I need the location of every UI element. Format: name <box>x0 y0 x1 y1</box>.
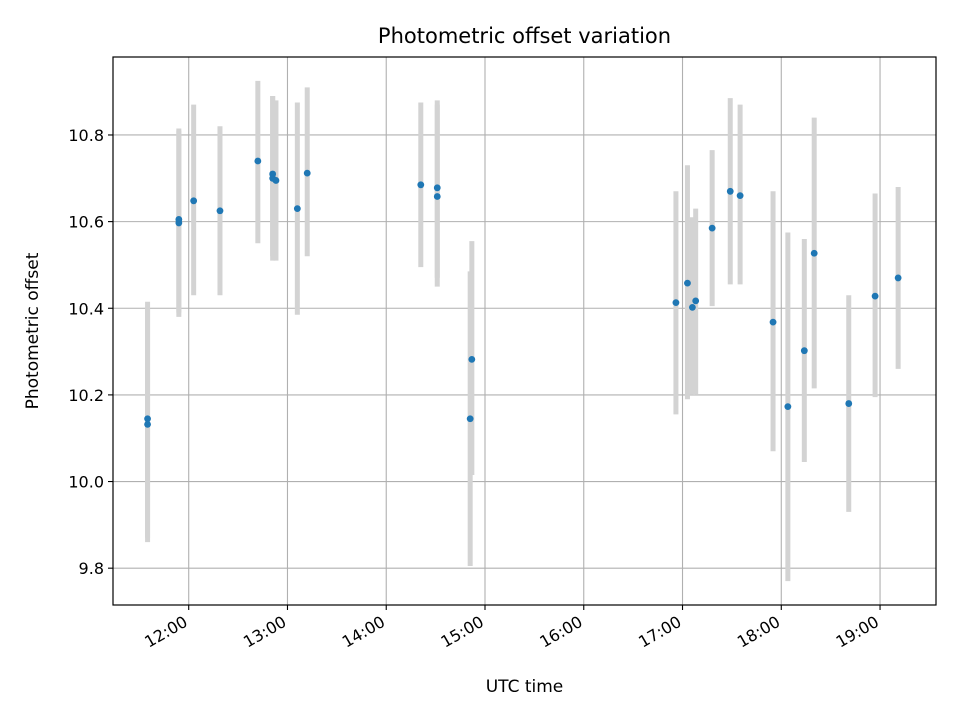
data-point <box>871 292 879 300</box>
data-point <box>684 279 691 287</box>
data-point <box>293 205 301 213</box>
data-point <box>303 169 311 177</box>
y-tick-label: 10.4 <box>68 299 104 318</box>
data-point <box>144 415 151 423</box>
y-tick-label: 10.8 <box>68 126 104 145</box>
data-point <box>433 193 441 200</box>
data-point <box>784 403 792 410</box>
data-point <box>468 355 476 363</box>
data-point <box>736 192 744 200</box>
y-tick-label: 10.6 <box>68 213 104 232</box>
y-tick-label: 10.0 <box>68 473 104 492</box>
y-axis-label: Photometric offset <box>23 252 43 409</box>
data-points <box>144 157 902 428</box>
data-point <box>144 420 151 428</box>
data-point <box>272 177 280 184</box>
data-point <box>190 197 198 205</box>
data-point <box>216 207 224 215</box>
chart-title: Photometric offset variation <box>378 24 671 48</box>
data-point <box>433 184 441 192</box>
data-point <box>417 181 425 189</box>
data-point <box>254 157 262 165</box>
plot-frame <box>112 56 937 606</box>
data-point <box>769 318 777 326</box>
grid-lines <box>113 57 936 605</box>
data-point <box>894 274 902 282</box>
data-point <box>800 347 808 355</box>
data-point <box>845 400 853 407</box>
y-tick-label: 9.8 <box>79 559 104 578</box>
y-axis-ticks: 9.8 10.0 10.2 10.4 10.6 10.8 <box>68 126 113 578</box>
data-point <box>708 224 716 232</box>
y-tick-label: 10.2 <box>68 386 104 405</box>
data-point <box>692 297 700 305</box>
data-point <box>466 415 474 423</box>
data-point <box>672 299 680 307</box>
data-point <box>726 187 734 195</box>
data-point <box>175 219 183 227</box>
data-point <box>810 249 818 257</box>
x-axis-label: UTC time <box>486 677 564 697</box>
data-point <box>688 303 696 311</box>
